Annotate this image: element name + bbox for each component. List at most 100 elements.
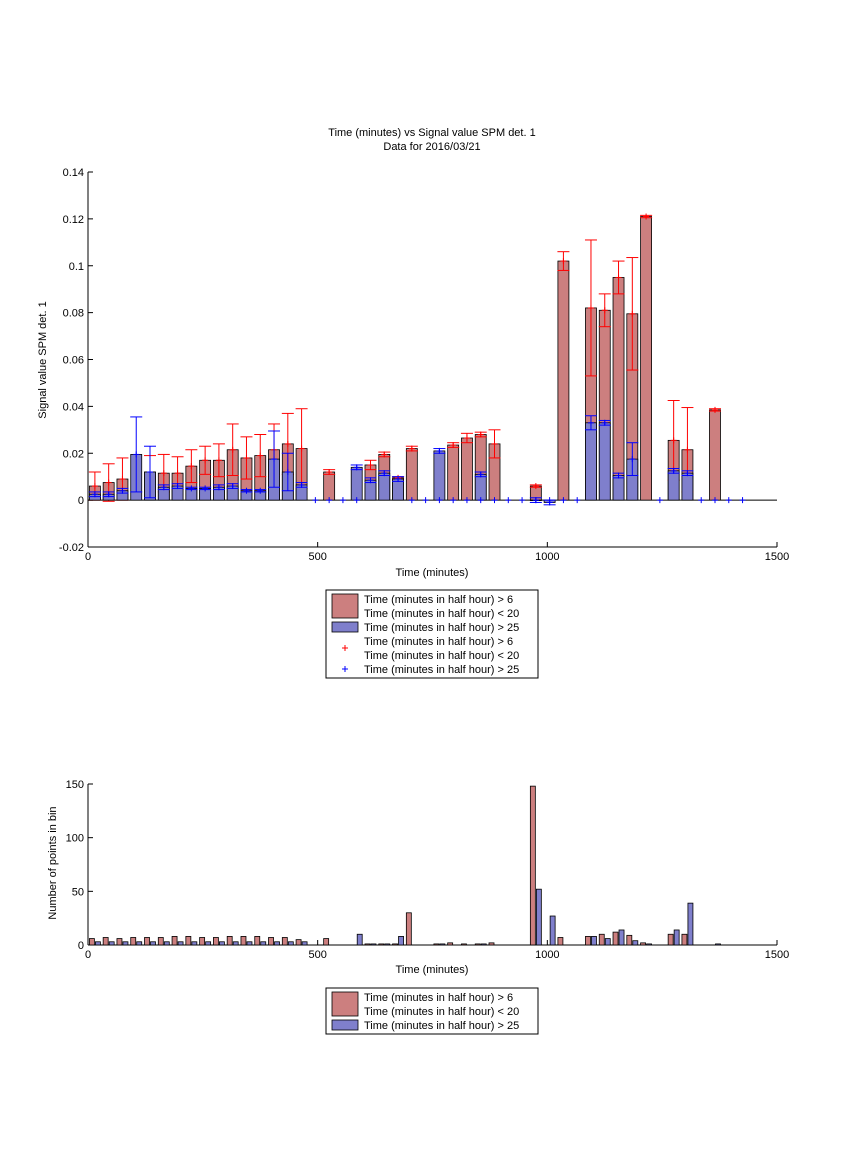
chart2-legend: Time (minutes in half hour) > 6 Time (min… bbox=[325, 987, 539, 1035]
legend-box bbox=[325, 987, 539, 1035]
bar bbox=[626, 934, 633, 946]
bar bbox=[433, 943, 440, 946]
bar bbox=[116, 938, 123, 946]
bar bbox=[136, 941, 143, 946]
bar bbox=[370, 943, 377, 946]
x-tick-label: 1500 bbox=[765, 551, 789, 563]
bar bbox=[323, 471, 336, 501]
bar bbox=[640, 216, 652, 501]
chart1-plot-area: 0 500 1000 1500-0.0200.020.040.060.080.10.1… bbox=[59, 167, 789, 563]
bar bbox=[378, 943, 385, 946]
chart2-plot-area: 0 500 1000 1500 0 50 100 150 bbox=[66, 779, 790, 961]
y-tick-label: -0.02 bbox=[59, 542, 84, 554]
bar bbox=[350, 466, 363, 501]
bar bbox=[681, 933, 688, 946]
bar bbox=[287, 941, 294, 946]
bar bbox=[585, 422, 597, 501]
x-tick-label: 1500 bbox=[765, 949, 789, 961]
bar bbox=[474, 943, 481, 946]
bar bbox=[667, 470, 680, 501]
chart2-x-axis-label: Time (minutes) bbox=[396, 964, 469, 976]
bar bbox=[598, 933, 605, 946]
bar bbox=[632, 940, 639, 946]
legend-swatch bbox=[331, 1019, 359, 1031]
bar bbox=[640, 942, 646, 946]
bar bbox=[591, 936, 597, 946]
legend-label: Time (minutes in half hour) > 6 bbox=[364, 594, 513, 606]
bar bbox=[281, 937, 288, 946]
chart1-y-axis-label: Signal value SPM det. 1 bbox=[37, 301, 49, 418]
y-tick-label: 0.06 bbox=[63, 355, 84, 367]
bar bbox=[604, 938, 611, 946]
legend-label: Time (minutes in half hour) > 25 bbox=[364, 1020, 519, 1032]
bar bbox=[612, 277, 625, 501]
bar bbox=[323, 938, 330, 946]
bar bbox=[88, 938, 95, 946]
bar bbox=[163, 941, 170, 946]
bar bbox=[535, 888, 542, 946]
chart1-legend: Time (minutes in half hour) > 6 Time (min… bbox=[325, 589, 539, 679]
x-tick-label: 0 bbox=[85, 551, 91, 563]
bar bbox=[439, 943, 446, 946]
bar bbox=[447, 942, 454, 946]
bar bbox=[130, 937, 137, 946]
bar bbox=[392, 478, 404, 501]
bar bbox=[646, 943, 652, 946]
legend-swatch bbox=[331, 621, 359, 633]
legend-label: Time (minutes in half hour) > 25 bbox=[364, 622, 519, 634]
bar bbox=[612, 475, 625, 501]
y-tick-label: 100 bbox=[66, 833, 84, 845]
bar bbox=[102, 937, 109, 946]
legend-swatch bbox=[331, 991, 359, 1017]
bar bbox=[474, 473, 487, 501]
bar bbox=[226, 936, 233, 946]
bar bbox=[150, 941, 156, 946]
bar bbox=[205, 941, 212, 946]
bar bbox=[199, 937, 206, 946]
bar bbox=[585, 936, 591, 946]
bar bbox=[260, 941, 267, 946]
bar bbox=[219, 941, 225, 946]
bar bbox=[254, 936, 261, 946]
bar bbox=[191, 941, 198, 946]
x-tick-label: 500 bbox=[308, 551, 326, 563]
legend-box bbox=[325, 589, 539, 679]
bar bbox=[557, 260, 570, 501]
bar bbox=[687, 902, 694, 946]
bar bbox=[557, 937, 564, 946]
bar bbox=[715, 943, 721, 946]
y-tick-label: 150 bbox=[66, 779, 84, 791]
legend-label: Time (minutes in half hour) > 6 bbox=[364, 636, 513, 648]
bar bbox=[618, 929, 625, 946]
bar bbox=[94, 941, 101, 946]
bar bbox=[364, 943, 371, 946]
bar bbox=[301, 941, 308, 946]
legend-label: Time (minutes in half hour) > 6 bbox=[364, 992, 513, 1004]
bar bbox=[185, 936, 192, 946]
bar bbox=[488, 942, 495, 946]
bar bbox=[232, 941, 239, 946]
y-tick-label: 0.12 bbox=[63, 214, 84, 226]
legend-label: Time (minutes in half hour) < 20 bbox=[364, 1006, 519, 1018]
plot-background bbox=[88, 784, 777, 945]
bar bbox=[157, 937, 164, 946]
x-tick-label: 1000 bbox=[535, 949, 559, 961]
legend-label: Time (minutes in half hour) > 25 bbox=[364, 664, 519, 676]
y-tick-label: 50 bbox=[72, 886, 84, 898]
x-tick-label: 500 bbox=[308, 949, 326, 961]
chart1-subtitle: Data for 2016/03/21 bbox=[383, 141, 480, 153]
legend-label: Time (minutes in half hour) < 20 bbox=[364, 650, 519, 662]
bar bbox=[480, 943, 487, 946]
y-tick-label: 0.02 bbox=[63, 448, 84, 460]
bar bbox=[144, 937, 150, 946]
bar bbox=[447, 444, 460, 501]
bar bbox=[213, 937, 219, 946]
y-tick-label: 0.08 bbox=[63, 308, 84, 320]
y-tick-label: 0.1 bbox=[69, 261, 84, 273]
bar bbox=[398, 936, 404, 946]
bar bbox=[681, 472, 694, 501]
bar bbox=[177, 941, 184, 946]
bar bbox=[529, 785, 536, 946]
bar bbox=[356, 933, 363, 946]
